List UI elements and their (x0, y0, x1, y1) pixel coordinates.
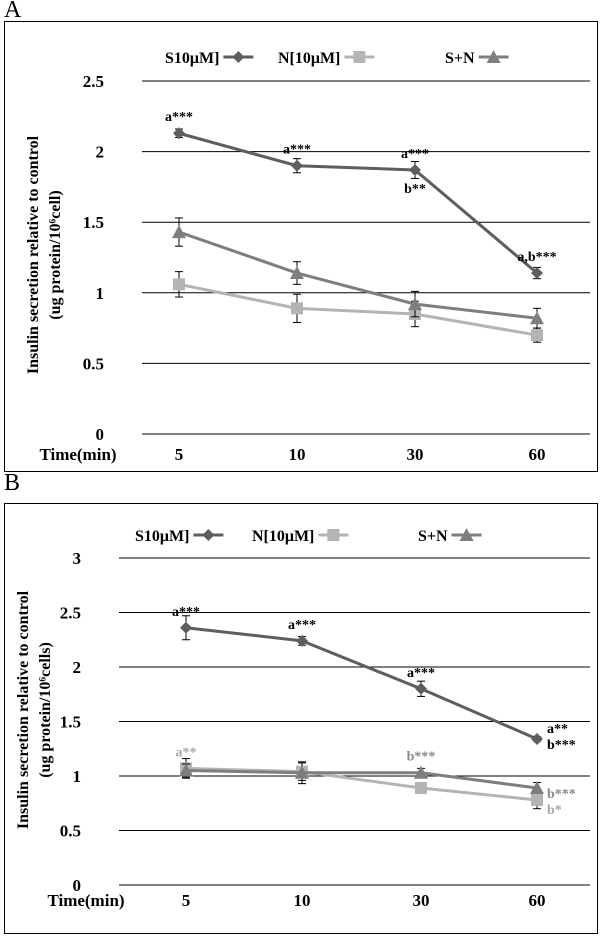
y-axis-label-line1: Insulin secretion relative to control (25, 135, 42, 374)
legend-marker (327, 529, 340, 541)
data-point (296, 634, 308, 647)
legend-label: S+N (418, 528, 448, 545)
significance-label: b*** (407, 750, 436, 765)
panel-b-label: B (4, 470, 21, 496)
x-tick-label: 5 (182, 891, 191, 910)
significance-label: a** (176, 745, 197, 760)
y-tick-label: 2.5 (60, 604, 81, 623)
data-point (530, 311, 544, 325)
y-tick-label: 1.5 (83, 213, 104, 232)
data-point (291, 159, 303, 172)
data-point (295, 765, 309, 779)
series-line (178, 230, 538, 320)
significance-label: a*** (172, 605, 200, 620)
x-tick-label: 60 (529, 891, 546, 910)
y-axis-label-line1: Insulin secretion relative to control (15, 590, 32, 829)
y-tick-label: 0.5 (83, 354, 104, 373)
y-axis-label-line2: (ug protein/10⁶cell) (47, 190, 64, 319)
legend-label: S+N (445, 50, 475, 67)
series-line (185, 766, 538, 802)
data-point (173, 278, 185, 291)
significance-label: a*** (283, 143, 311, 158)
data-point (180, 621, 192, 634)
data-point (291, 302, 303, 315)
significance-label: b*** (547, 738, 576, 753)
significance-label: a,b*** (517, 250, 556, 265)
significance-label: b* (547, 803, 562, 818)
legend-marker (232, 51, 245, 63)
significance-label: a*** (288, 618, 316, 633)
significance-label: b*** (547, 787, 576, 802)
significance-label: a** (547, 722, 568, 737)
x-axis-label: Time(min) (39, 445, 116, 464)
x-tick-label: 10 (294, 891, 311, 910)
data-point (179, 763, 193, 777)
data-point (290, 266, 304, 280)
data-point (415, 682, 427, 695)
data-point (531, 267, 543, 280)
data-point (172, 225, 186, 239)
series-line (178, 131, 538, 275)
series-line (185, 626, 538, 741)
data-point (531, 793, 543, 806)
y-tick-label: 2.5 (83, 72, 104, 91)
y-tick-label: 1 (73, 767, 82, 786)
y-tick-label: 3 (73, 549, 82, 568)
data-point (173, 127, 185, 140)
legend-marker (353, 51, 366, 63)
series-line (185, 769, 538, 790)
data-point (530, 780, 544, 794)
x-tick-label: 30 (407, 445, 424, 464)
y-tick-label: 2 (96, 143, 105, 162)
legend-marker (486, 50, 501, 63)
y-tick-label: 0 (73, 876, 82, 895)
y-tick-label: 0.5 (60, 822, 81, 841)
data-point (415, 781, 427, 794)
legend-label: S10μM] (135, 528, 189, 545)
y-axis-label-line2: (ug protein/10⁶cells) (37, 642, 54, 778)
x-tick-label: 60 (529, 445, 546, 464)
x-axis-label: Time(min) (47, 891, 124, 910)
legend-marker (459, 528, 474, 541)
x-tick-label: 30 (413, 891, 430, 910)
legend-marker (202, 529, 215, 541)
data-point (409, 163, 421, 176)
x-tick-label: 5 (175, 445, 184, 464)
y-tick-label: 1.5 (60, 713, 81, 732)
data-point (414, 765, 428, 779)
significance-label: a*** (165, 110, 193, 125)
series-line (178, 282, 538, 337)
y-tick-label: 2 (73, 658, 82, 677)
legend-label: N[10μM] (278, 50, 340, 67)
legend-label: S10μM] (165, 50, 219, 67)
y-tick-label: 1 (96, 284, 105, 303)
significance-label: b** (404, 182, 426, 197)
data-point (531, 329, 543, 342)
y-tick-label: 0 (96, 425, 105, 444)
data-point (408, 297, 422, 311)
x-tick-label: 10 (289, 445, 306, 464)
legend-label: N[10μM] (252, 528, 314, 545)
panel-a-label: A (4, 0, 22, 23)
panel-a-frame (4, 21, 598, 472)
significance-label: a*** (407, 666, 435, 681)
panel-b-frame (4, 503, 598, 934)
data-point (531, 732, 543, 745)
significance-label: a*** (401, 147, 429, 162)
